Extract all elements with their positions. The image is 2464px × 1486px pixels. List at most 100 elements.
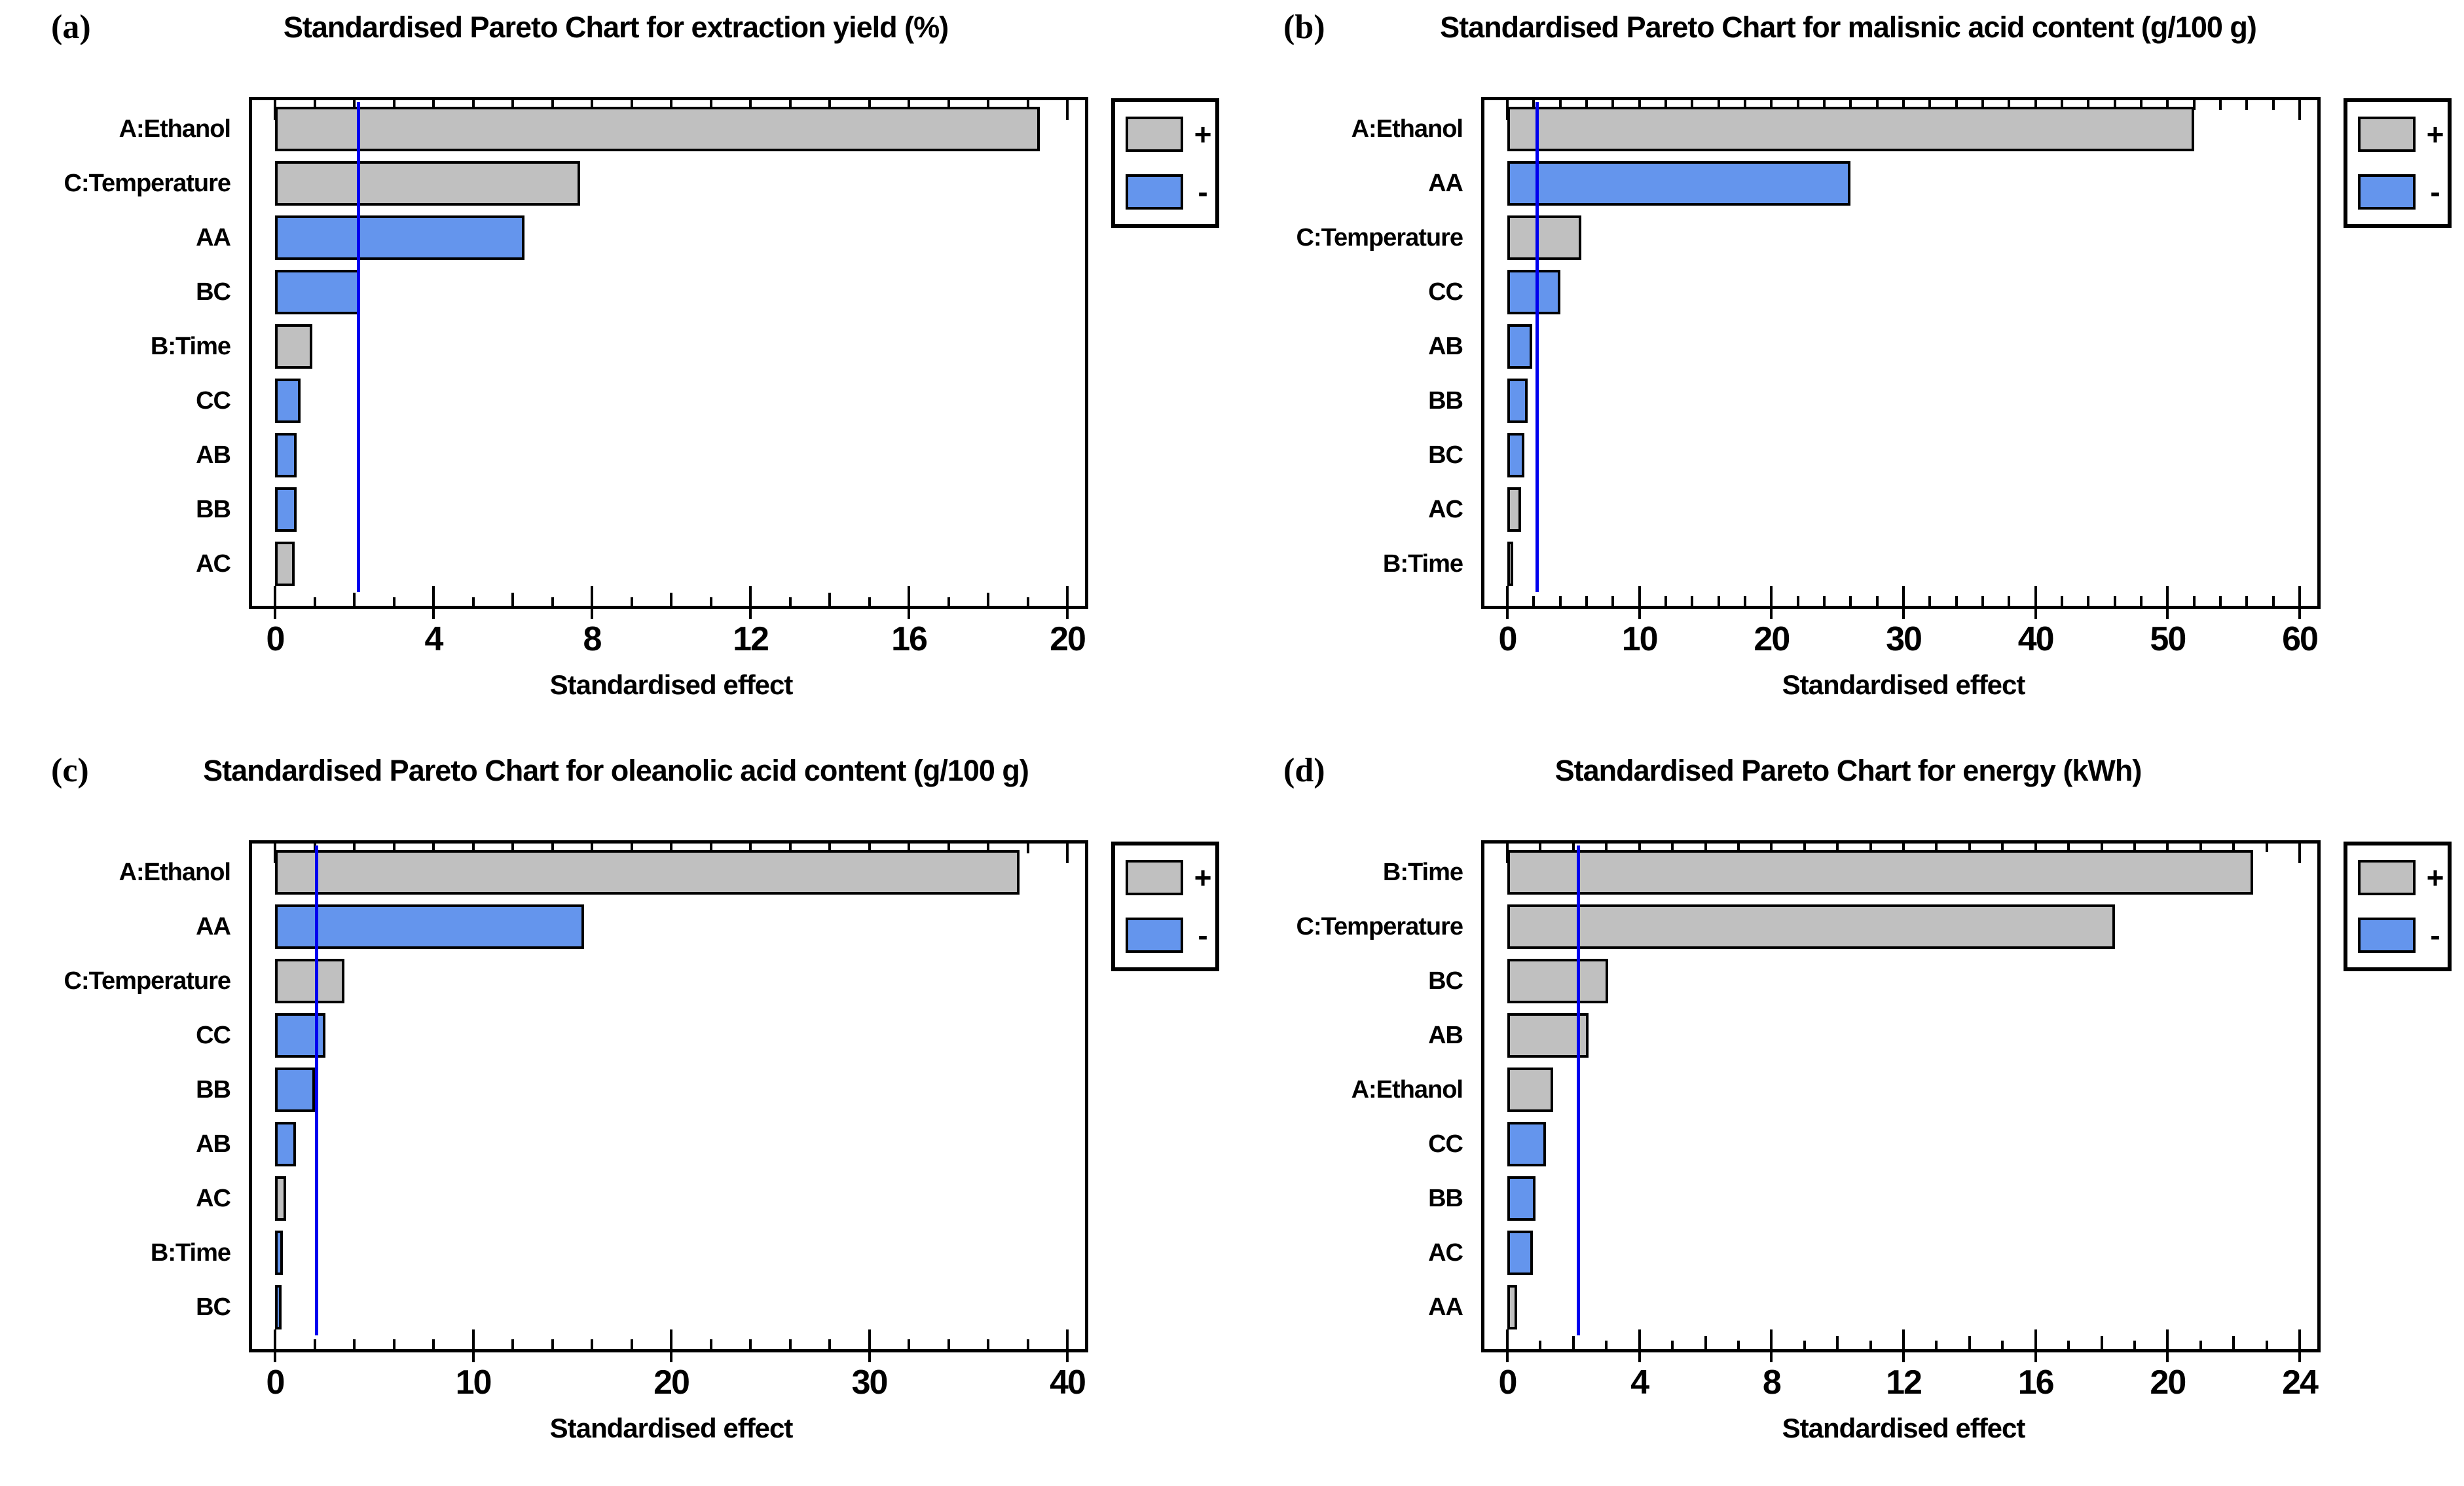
x-axis-tick: [1928, 596, 1932, 606]
category-label: A:Ethanol: [119, 859, 231, 886]
category-label: B:Time: [150, 1239, 231, 1267]
x-axis-tick: [1026, 1339, 1029, 1349]
x-axis-tick: [591, 586, 593, 606]
x-axis-tick: [947, 100, 950, 109]
x-axis-tick: [749, 586, 752, 606]
legend-positive-swatch: [1126, 117, 1183, 152]
category-label: BC: [1428, 441, 1463, 469]
x-axis-tick: [2166, 586, 2169, 606]
bar: [1507, 1285, 1517, 1329]
x-axis-tick: [1506, 609, 1509, 619]
x-axis-tick: [471, 100, 475, 109]
x-axis-tick: [1875, 100, 1879, 110]
x-axis-tick: [1532, 100, 1535, 110]
x-tick-label: 10: [1621, 620, 1659, 658]
x-tick-label: 0: [266, 620, 285, 658]
x-axis-tick: [670, 1329, 672, 1349]
x-tick-label: 4: [424, 620, 444, 658]
bar: [275, 215, 524, 260]
x-axis-tick: [1770, 1329, 1773, 1349]
x-axis-tick: [1585, 596, 1588, 606]
panel-c: (c) Standardised Pareto Chart for oleanol…: [0, 743, 1232, 1486]
x-axis-tick: [471, 597, 475, 606]
bar: [1507, 542, 1513, 586]
x-axis-tick: [591, 609, 593, 619]
x-axis-tick: [908, 586, 910, 606]
x-axis-tick: [511, 1339, 514, 1349]
bar: [275, 107, 1040, 151]
x-axis-tick: [2265, 1341, 2268, 1349]
x-axis-tick: [2067, 844, 2070, 852]
x-axis-tick: [1066, 844, 1069, 863]
x-axis-tick: [1664, 100, 1667, 110]
x-axis-tick: [2034, 1352, 2037, 1362]
x-axis-tick: [1770, 1352, 1773, 1362]
x-axis-tick: [1066, 100, 1069, 120]
x-axis-tick: [1671, 844, 1674, 852]
legend-negative-label: -: [1198, 175, 1208, 209]
x-axis-tick: [1585, 100, 1588, 110]
category-label: AA: [196, 913, 231, 940]
x-axis-tick: [908, 844, 910, 853]
x-axis-tick: [1638, 1329, 1641, 1349]
bar: [275, 161, 580, 206]
x-axis-tick: [471, 1352, 475, 1362]
x-tick-label: 0: [266, 1364, 285, 1402]
x-axis-tick: [868, 597, 871, 606]
category-label: AB: [1428, 1022, 1463, 1049]
x-axis-tick: [868, 100, 871, 109]
x-axis-tick: [788, 597, 792, 606]
category-label: CC: [1428, 1130, 1463, 1158]
x-axis-tick: [274, 1352, 276, 1362]
x-axis-tick: [1506, 586, 1509, 606]
x-axis-tick: [1691, 100, 1694, 110]
reference-line: [1576, 845, 1580, 1335]
x-axis-tick: [313, 100, 316, 109]
x-axis-tick: [1935, 1341, 1938, 1349]
x-axis-tick: [511, 844, 514, 853]
bar: [275, 1122, 296, 1166]
bar: [1507, 1013, 1589, 1058]
x-axis-tick: [828, 593, 831, 606]
x-axis-tick: [1026, 597, 1029, 606]
x-axis-tick: [2232, 1336, 2235, 1349]
x-axis-tick: [1704, 1336, 1707, 1349]
x-axis-tick: [2298, 1352, 2301, 1362]
x-axis-tick: [1968, 1336, 1971, 1349]
panel-letter: (a): [51, 9, 91, 46]
legend-positive-label: +: [1194, 117, 1212, 151]
x-axis-tick: [1981, 596, 1984, 606]
x-axis-tick: [1611, 100, 1615, 110]
plot-frame: [249, 97, 1088, 619]
x-axis-tick: [1770, 609, 1773, 619]
x-axis-tick: [1558, 100, 1562, 110]
x-axis-tick: [1928, 100, 1932, 110]
bar: [1507, 1231, 1533, 1275]
x-axis-tick: [2265, 844, 2268, 852]
x-axis-tick: [2087, 100, 2090, 110]
x-axis-tick: [432, 586, 435, 606]
x-axis-tick: [274, 586, 276, 606]
x-axis-tick: [511, 593, 514, 606]
x-axis-tick: [313, 844, 316, 853]
x-axis-tick: [1796, 596, 1799, 606]
x-axis-tick: [987, 844, 989, 853]
legend-positive-label: +: [2426, 117, 2444, 151]
x-axis-tick: [1737, 844, 1740, 852]
x-axis-tick: [1671, 1341, 1674, 1349]
bar: [275, 1176, 286, 1221]
x-axis-tick: [2140, 100, 2142, 110]
x-axis-tick: [2166, 609, 2169, 619]
bar: [1507, 270, 1560, 314]
x-axis-tick: [1066, 609, 1069, 619]
panel-letter: (b): [1283, 9, 1325, 46]
category-label: B:Time: [1382, 859, 1463, 886]
x-axis-tick: [1770, 586, 1773, 606]
reference-line: [356, 102, 360, 592]
x-axis-tick: [1539, 1341, 1542, 1349]
category-label: AA: [196, 224, 231, 251]
x-axis-tick: [947, 597, 950, 606]
category-label: AC: [1428, 1239, 1463, 1267]
legend-negative-label: -: [1198, 918, 1208, 952]
x-axis-tick: [1902, 1329, 1905, 1349]
